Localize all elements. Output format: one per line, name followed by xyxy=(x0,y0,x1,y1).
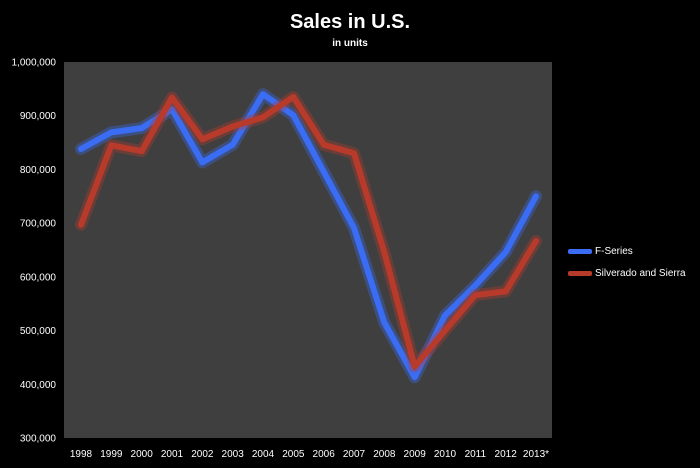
x-tick-label: 2006 xyxy=(313,449,336,460)
data-point xyxy=(79,147,83,151)
legend-label-silverado-sierra: Silverado and Sierra xyxy=(595,267,686,279)
data-point xyxy=(231,124,235,128)
legend-label-f-series: F-Series xyxy=(595,245,633,257)
data-point xyxy=(261,115,265,119)
x-tick-label: 2001 xyxy=(161,449,184,460)
y-tick-label: 600,000 xyxy=(20,272,57,283)
data-point xyxy=(413,375,417,379)
x-tick-label: 1999 xyxy=(100,449,123,460)
chart-title: Sales in U.S. xyxy=(289,11,411,33)
x-tick-label: 2011 xyxy=(465,449,487,460)
data-point xyxy=(443,314,447,318)
data-point xyxy=(413,365,417,369)
data-point xyxy=(473,293,477,297)
data-point xyxy=(109,130,113,134)
y-tick-label: 1,000,000 xyxy=(12,58,57,69)
x-tick-label: 2009 xyxy=(404,449,427,460)
legend-swatch-f-series xyxy=(568,248,592,254)
data-point xyxy=(200,137,204,141)
y-tick-label: 900,000 xyxy=(20,111,57,122)
data-point xyxy=(170,107,174,111)
data-point xyxy=(109,143,113,147)
data-point xyxy=(534,239,538,243)
x-tick-label: 2005 xyxy=(282,449,305,460)
x-tick-label: 2000 xyxy=(131,449,154,460)
data-point xyxy=(534,194,538,198)
x-tick-label: 2007 xyxy=(343,449,366,460)
x-axis-ticks: 1998 1999 2000 2001 2002 2003 2004 2005 2006 2007… xyxy=(70,449,549,460)
data-point xyxy=(473,283,477,287)
x-tick-label: 2002 xyxy=(191,449,214,460)
chart-subtitle: in units xyxy=(332,38,368,49)
data-point xyxy=(382,250,386,254)
data-point xyxy=(261,92,265,96)
data-point xyxy=(382,321,386,325)
x-tick-label: 2008 xyxy=(373,449,396,460)
data-point xyxy=(291,95,295,99)
data-point xyxy=(322,170,326,174)
y-tick-label: 700,000 xyxy=(20,219,57,230)
x-tick-label: 1998 xyxy=(70,449,93,460)
legend-item-f-series: F-Series xyxy=(568,240,698,262)
data-point xyxy=(504,250,508,254)
data-point xyxy=(291,113,295,117)
data-point xyxy=(231,143,235,147)
y-tick-label: 500,000 xyxy=(20,326,57,337)
y-tick-label: 800,000 xyxy=(20,165,57,176)
series-line-1 xyxy=(78,93,539,370)
data-point xyxy=(140,149,144,153)
x-tick-label: 2013* xyxy=(523,449,549,460)
series-lines xyxy=(75,88,542,384)
legend-item-silverado-sierra: Silverado and Sierra xyxy=(568,262,698,284)
x-tick-label: 2003 xyxy=(222,449,245,460)
data-point xyxy=(352,226,356,230)
data-point xyxy=(79,223,83,227)
legend-swatch-silverado-sierra xyxy=(568,270,592,276)
y-tick-label: 300,000 xyxy=(20,434,57,445)
data-point xyxy=(200,160,204,164)
data-point xyxy=(170,95,174,99)
x-tick-label: 2004 xyxy=(252,449,275,460)
data-point xyxy=(443,329,447,333)
legend: F-Series Silverado and Sierra xyxy=(568,240,698,284)
data-point xyxy=(140,126,144,130)
x-tick-label: 2010 xyxy=(434,449,457,460)
data-point xyxy=(504,289,508,293)
data-point xyxy=(322,143,326,147)
y-tick-label: 400,000 xyxy=(20,380,57,391)
y-axis-ticks: 300,000 400,000 500,000 600,000 700,000 800,0… xyxy=(12,58,57,445)
data-point xyxy=(352,151,356,155)
x-tick-label: 2012 xyxy=(495,449,518,460)
